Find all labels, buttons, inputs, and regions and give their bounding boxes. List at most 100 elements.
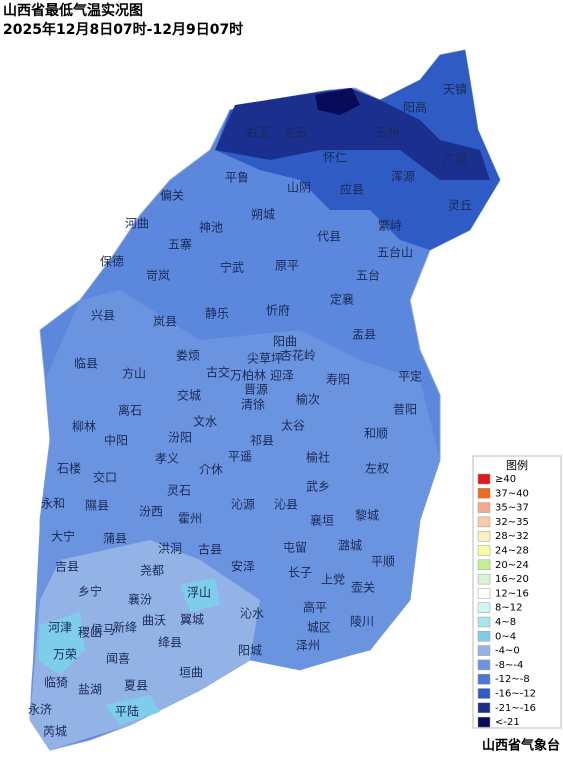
county-label: 阳城 [238, 644, 262, 658]
county-label: 五台山 [377, 245, 413, 260]
legend-label: 35~37 [495, 503, 529, 514]
county-label: 高平 [303, 600, 327, 615]
county-label: 昔阳 [393, 403, 417, 417]
county-label: 夏县 [124, 679, 148, 693]
legend-label: 24~28 [495, 546, 529, 557]
county-label: 武乡 [306, 480, 330, 494]
legend-swatch [477, 530, 491, 542]
county-label: 岚县 [153, 315, 177, 329]
county-label: 闻喜 [106, 652, 130, 666]
legend-swatch [477, 631, 491, 642]
county-label: 沁源 [231, 498, 255, 512]
subtitle: 2025年12月8日07时-12月9日07时 [3, 21, 243, 38]
county-label: 和顺 [364, 427, 388, 441]
county-label: 侯马 [91, 623, 115, 637]
legend-swatch [477, 559, 491, 571]
legend-label: ≥40 [495, 474, 516, 485]
county-label: 应县 [340, 182, 364, 197]
county-label: 祁县 [250, 433, 274, 448]
legend-label: 16~20 [495, 574, 529, 585]
county-label: 山阴 [287, 181, 311, 195]
legend-swatch [477, 602, 491, 613]
county-label: 吉县 [55, 560, 79, 574]
county-label: 长子 [288, 566, 312, 580]
county-label: 原平 [275, 259, 299, 273]
county-label: 右玉 [246, 125, 270, 140]
county-label: 代县 [317, 230, 341, 244]
county-label: 平定 [398, 369, 422, 384]
county-label: 沁水 [240, 607, 264, 621]
legend-label: 37~40 [495, 488, 529, 499]
legend-label: -16~-12 [495, 689, 536, 700]
county-label: 介休 [199, 463, 223, 477]
county-label: 宁武 [220, 260, 244, 275]
county-label: 平陆 [115, 704, 139, 719]
source: 山西省气象台 [482, 738, 560, 754]
county-label: 交口 [93, 470, 117, 485]
legend-swatch [477, 716, 491, 728]
legend-label: 20~24 [495, 560, 529, 571]
county-label: 安泽 [231, 559, 255, 574]
county-label: 太谷 [281, 418, 305, 433]
county-label: 盐湖 [78, 682, 102, 697]
legend-label: <-21 [495, 717, 520, 728]
county-label: 上党 [321, 572, 345, 587]
county-label: 孝义 [155, 452, 179, 466]
county-label: 芮城 [43, 725, 67, 739]
county-label: 陵川 [350, 615, 374, 629]
county-label: 临猗 [44, 676, 68, 690]
county-label: 盂县 [352, 328, 376, 342]
county-label: 离石 [118, 403, 142, 418]
legend-label: -4~0 [495, 646, 520, 657]
county-label: 杏花岭 [280, 348, 316, 363]
county-label: 黎城 [355, 509, 379, 523]
legend-label: -12~-8 [495, 674, 530, 685]
county-label: 稷山 [78, 626, 102, 640]
province [29, 49, 501, 751]
county-label: 神池 [199, 221, 223, 235]
county-label: 隰县 [85, 499, 109, 513]
legend-swatch [477, 516, 491, 528]
county-label: 繁峙 [378, 218, 402, 233]
county-label: 沁县 [274, 498, 298, 512]
county-label: 五台 [356, 268, 380, 283]
title: 山西省最低气温实况图 [3, 2, 143, 19]
county-label: 定襄 [330, 292, 354, 307]
coldest-area [315, 88, 360, 115]
county-label: 中阳 [104, 433, 128, 448]
county-label: 交城 [177, 388, 201, 403]
legend-label: 32~35 [495, 517, 529, 528]
county-label: 泽州 [296, 639, 320, 653]
county-label: 平鲁 [225, 171, 249, 185]
county-label: 古交 [206, 365, 230, 380]
legend-swatch [477, 616, 491, 628]
county-label: 壶关 [351, 580, 375, 595]
county-label: 榆社 [306, 450, 330, 465]
legend-label: 12~16 [495, 588, 529, 599]
legend-title: 图例 [506, 458, 528, 472]
warmest-area [38, 612, 85, 675]
legend-swatch [477, 488, 491, 499]
county-label: 曲沃 [142, 614, 166, 628]
legend-label: 8~12 [495, 603, 522, 614]
county-label: 怀仁 [323, 151, 347, 165]
county-label: 文水 [193, 414, 217, 429]
county-label: 万荣 [53, 648, 77, 662]
county-label: 乡宁 [78, 584, 102, 599]
county-label: 清徐 [241, 397, 265, 412]
legend-swatch [477, 702, 491, 714]
county-label: 蒲县 [103, 532, 127, 546]
legend-swatch [477, 659, 491, 671]
county-label: 襄汾 [128, 592, 152, 607]
county-label: 河津 [48, 621, 72, 635]
legend-swatch [477, 588, 491, 599]
county-label: 寿阳 [326, 373, 350, 387]
county-label: 灵丘 [448, 199, 472, 213]
county-label: 朔城 [251, 207, 275, 222]
county-label: 平遥 [228, 450, 252, 464]
county-label: 汾阳 [168, 431, 192, 445]
legend-swatch [477, 502, 491, 513]
warmest-area [105, 695, 160, 725]
county-label: 浑源 [391, 170, 415, 184]
county-label: 永和 [41, 497, 65, 511]
